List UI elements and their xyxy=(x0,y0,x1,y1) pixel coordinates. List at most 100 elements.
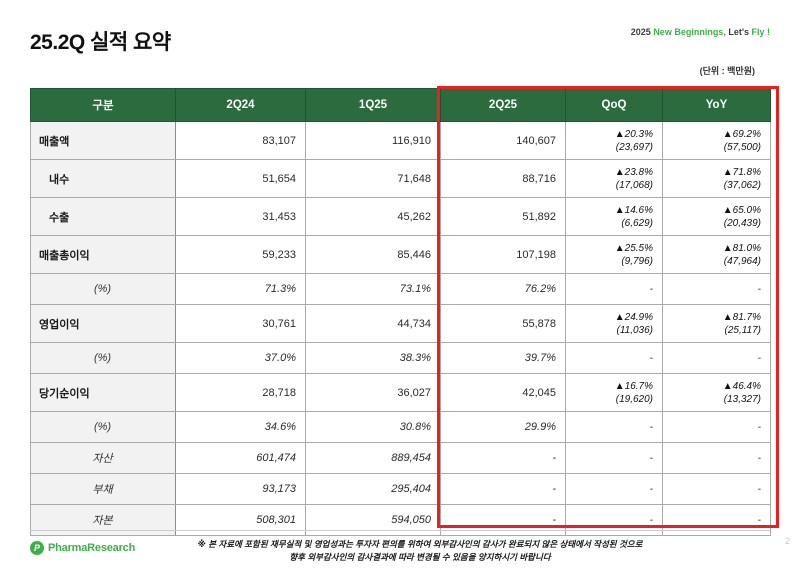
cell-1q25: 71,648 xyxy=(305,159,441,198)
unit-label: (단위 : 백만원) xyxy=(699,66,755,76)
table-row-operating-profit: 영업이익 30,761 44,734 55,878 ▲24.9% (11,036)… xyxy=(30,304,771,343)
company-slogan: 2025 New Beginnings, Let's Fly ! xyxy=(631,27,770,37)
cell-yoy: ▲81.0% (47,964) xyxy=(662,235,771,274)
table-row-gross-profit: 매출총이익 59,233 85,446 107,198 ▲25.5% (9,796… xyxy=(30,235,771,274)
cell-1q25: 44,734 xyxy=(305,304,441,343)
cell-2q25: 29.9% xyxy=(440,411,566,443)
row-label: (%) xyxy=(30,411,176,443)
yoy-amount: (20,439) xyxy=(723,217,761,229)
pharmaresearch-logo-text: PharmaResearch xyxy=(48,542,136,554)
row-label: 자산 xyxy=(30,442,176,474)
qoq-percent: ▲25.5% xyxy=(614,242,653,254)
yoy-percent: ▲65.0% xyxy=(722,204,761,216)
table-row-net-income: 당기순이익 28,718 36,027 42,045 ▲16.7% (19,620… xyxy=(30,373,771,412)
cell-2q25: 39.7% xyxy=(440,342,566,374)
slogan-fly: Fly ! xyxy=(751,27,770,37)
cell-2q24: 34.6% xyxy=(175,411,306,443)
table-row-export: 수출 31,453 45,262 51,892 ▲14.6% (6,629) ▲6… xyxy=(30,197,771,236)
qoq-amount: (23,697) xyxy=(615,141,653,153)
column-header-1q25: 1Q25 xyxy=(305,88,441,122)
cell-yoy: ▲69.2% (57,500) xyxy=(662,121,771,160)
qoq-percent: ▲20.3% xyxy=(614,128,653,140)
cell-qoq: ▲23.8% (17,068) xyxy=(565,159,663,198)
cell-2q25: 55,878 xyxy=(440,304,566,343)
cell-2q25: - xyxy=(440,442,566,474)
cell-qoq: - xyxy=(565,442,663,474)
table-row-liabilities: 부채 93,173 295,404 - - - xyxy=(30,473,771,505)
cell-1q25: 30.8% xyxy=(305,411,441,443)
column-header-2q25: 2Q25 xyxy=(440,88,566,122)
table-row-net-margin: (%) 34.6% 30.8% 29.9% - - xyxy=(30,411,771,443)
cell-qoq: - xyxy=(565,411,663,443)
qoq-percent: ▲16.7% xyxy=(614,380,653,392)
cell-yoy: - xyxy=(662,273,771,305)
cell-qoq: - xyxy=(565,342,663,374)
qoq-percent: - xyxy=(649,514,653,526)
cell-1q25: 38.3% xyxy=(305,342,441,374)
cell-2q25: 76.2% xyxy=(440,273,566,305)
column-header-2q24: 2Q24 xyxy=(175,88,306,122)
qoq-amount: (11,036) xyxy=(616,324,653,336)
qoq-percent: - xyxy=(649,452,653,464)
yoy-percent: ▲69.2% xyxy=(722,128,761,140)
cell-2q25: - xyxy=(440,473,566,505)
cell-yoy: ▲46.4% (13,327) xyxy=(662,373,771,412)
cell-2q24: 601,474 xyxy=(175,442,306,474)
row-label: (%) xyxy=(30,342,176,374)
disclaimer-line-1: ※ 본 자료에 포함된 재무실적 및 영업성과는 투자자 편의를 위하여 외부감… xyxy=(197,539,643,549)
qoq-percent: - xyxy=(649,421,653,433)
cell-qoq: ▲16.7% (19,620) xyxy=(565,373,663,412)
cell-2q24: 37.0% xyxy=(175,342,306,374)
financial-summary-table: 구분 2Q24 1Q25 2Q25 QoQ YoY 매출액 83,107 116… xyxy=(30,86,779,536)
cell-2q24: 30,761 xyxy=(175,304,306,343)
yoy-percent: ▲46.4% xyxy=(722,380,761,392)
cell-1q25: 73.1% xyxy=(305,273,441,305)
yoy-amount: (47,964) xyxy=(723,255,761,267)
yoy-amount: (13,327) xyxy=(723,393,761,405)
results-table: 구분 2Q24 1Q25 2Q25 QoQ YoY 매출액 83,107 116… xyxy=(30,88,771,536)
cell-1q25: 85,446 xyxy=(305,235,441,274)
cell-qoq: ▲20.3% (23,697) xyxy=(565,121,663,160)
disclaimer-line-2: 향후 외부감사인의 감사결과에 따라 변경될 수 있음을 양지하시기 바랍니다 xyxy=(289,552,551,563)
row-label: 부채 xyxy=(30,473,176,505)
footer-divider xyxy=(30,530,770,531)
cell-yoy: - xyxy=(662,442,771,474)
yoy-percent: - xyxy=(757,352,761,364)
pharmaresearch-logo-icon: P xyxy=(30,541,44,555)
cell-2q24: 31,453 xyxy=(175,197,306,236)
slogan-year: 2025 xyxy=(630,27,654,37)
cell-qoq: ▲25.5% (9,796) xyxy=(565,235,663,274)
yoy-amount: (25,117) xyxy=(724,324,761,336)
audit-disclaimer: ※ 본 자료에 포함된 재무실적 및 영업성과는 투자자 편의를 위하여 외부감… xyxy=(160,538,680,564)
column-header-category: 구분 xyxy=(30,88,176,122)
cell-yoy: ▲81.7% (25,117) xyxy=(662,304,771,343)
qoq-percent: ▲14.6% xyxy=(614,204,653,216)
cell-yoy: ▲71.8% (37,062) xyxy=(662,159,771,198)
cell-qoq: ▲24.9% (11,036) xyxy=(565,304,663,343)
table-row-operating-margin: (%) 37.0% 38.3% 39.7% - - xyxy=(30,342,771,374)
qoq-amount: (19,620) xyxy=(615,393,653,405)
cell-2q24: 71.3% xyxy=(175,273,306,305)
qoq-percent: - xyxy=(649,283,653,295)
slogan-new-beginnings: New Beginnings, xyxy=(653,27,726,37)
cell-2q25: 51,892 xyxy=(440,197,566,236)
cell-2q24: 93,173 xyxy=(175,473,306,505)
qoq-percent: ▲24.9% xyxy=(614,311,653,323)
cell-qoq: ▲14.6% (6,629) xyxy=(565,197,663,236)
cell-qoq: - xyxy=(565,273,663,305)
row-label: 내수 xyxy=(30,159,176,198)
table-row-gross-margin: (%) 71.3% 73.1% 76.2% - - xyxy=(30,273,771,305)
qoq-amount: (9,796) xyxy=(621,255,653,267)
yoy-percent: ▲81.0% xyxy=(722,242,761,254)
table-row-revenue: 매출액 83,107 116,910 140,607 ▲20.3% (23,697… xyxy=(30,121,771,160)
cell-2q25: 107,198 xyxy=(440,235,566,274)
cell-2q24: 28,718 xyxy=(175,373,306,412)
column-header-qoq: QoQ xyxy=(565,88,663,122)
qoq-percent: - xyxy=(649,483,653,495)
row-label: 수출 xyxy=(30,197,176,236)
yoy-percent: - xyxy=(757,421,761,433)
cell-1q25: 45,262 xyxy=(305,197,441,236)
cell-1q25: 36,027 xyxy=(305,373,441,412)
row-label: 당기순이익 xyxy=(30,373,176,412)
pharmaresearch-logo: P PharmaResearch xyxy=(30,541,135,555)
